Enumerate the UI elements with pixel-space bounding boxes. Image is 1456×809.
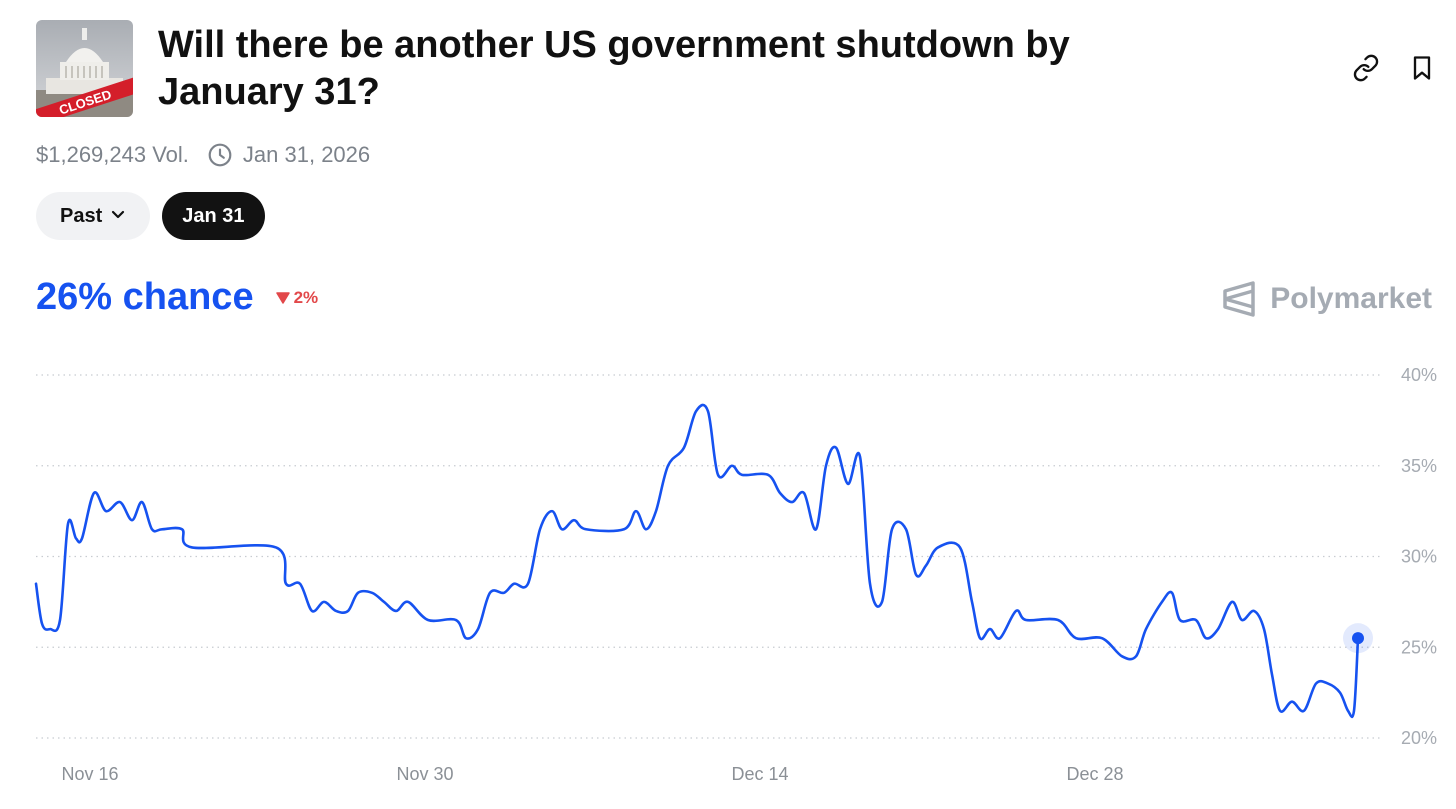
triangle-down-icon: [275, 291, 290, 304]
clock-icon: [207, 142, 233, 168]
y-tick-label: 25%: [1401, 637, 1437, 657]
y-tick-label: 20%: [1401, 728, 1437, 748]
market-title: Will there be another US government shut…: [158, 24, 1070, 113]
market-meta: $1,269,243 Vol. Jan 31, 2026: [36, 142, 370, 168]
brand-watermark: Polymarket: [1222, 280, 1432, 318]
end-date-text: Jan 31, 2026: [242, 142, 371, 167]
y-tick-label: 40%: [1401, 365, 1437, 385]
brand-name: Polymarket: [1270, 282, 1432, 315]
top-actions: [1352, 54, 1436, 82]
volume-text: $1,269,243 Vol.: [36, 142, 189, 167]
chance-value: 26% chance: [36, 276, 254, 318]
link-icon[interactable]: [1352, 54, 1380, 82]
x-tick-label: Nov 16: [61, 764, 118, 784]
x-tick-label: Dec 28: [1066, 764, 1123, 784]
price-chart[interactable]: 40% 35% 30% 25% 20% Nov 16 Nov 30 Dec 14 Dec 28: [0, 340, 1456, 809]
x-axis-labels: Nov 16 Nov 30 Dec 14 Dec 28: [61, 764, 1123, 784]
capitol-image: CLOSED: [36, 20, 133, 117]
change-badge: 2%: [275, 287, 319, 308]
date-option-button[interactable]: Jan 31: [162, 192, 265, 240]
bookmark-icon[interactable]: [1408, 54, 1436, 82]
x-tick-label: Nov 30: [396, 764, 453, 784]
grid-lines: [36, 374, 1382, 739]
chevron-down-icon: [110, 205, 126, 228]
x-tick-label: Dec 14: [731, 764, 788, 784]
past-dropdown-button[interactable]: Past: [36, 192, 151, 240]
y-axis-labels: 40% 35% 30% 25% 20%: [1401, 365, 1437, 748]
change-value: 2%: [293, 287, 319, 307]
date-selector: Past Jan 31: [36, 192, 265, 240]
current-point[interactable]: [1352, 632, 1364, 645]
y-tick-label: 35%: [1401, 456, 1437, 476]
y-tick-label: 30%: [1401, 547, 1437, 567]
polymarket-logo-icon: [1222, 280, 1256, 318]
chance-summary: 26% chance 2%: [36, 276, 318, 319]
market-thumbnail: CLOSED: [36, 20, 133, 117]
probability-line: [34, 403, 1360, 719]
past-label: Past: [60, 204, 103, 227]
date-option-label: Jan 31: [182, 204, 245, 227]
